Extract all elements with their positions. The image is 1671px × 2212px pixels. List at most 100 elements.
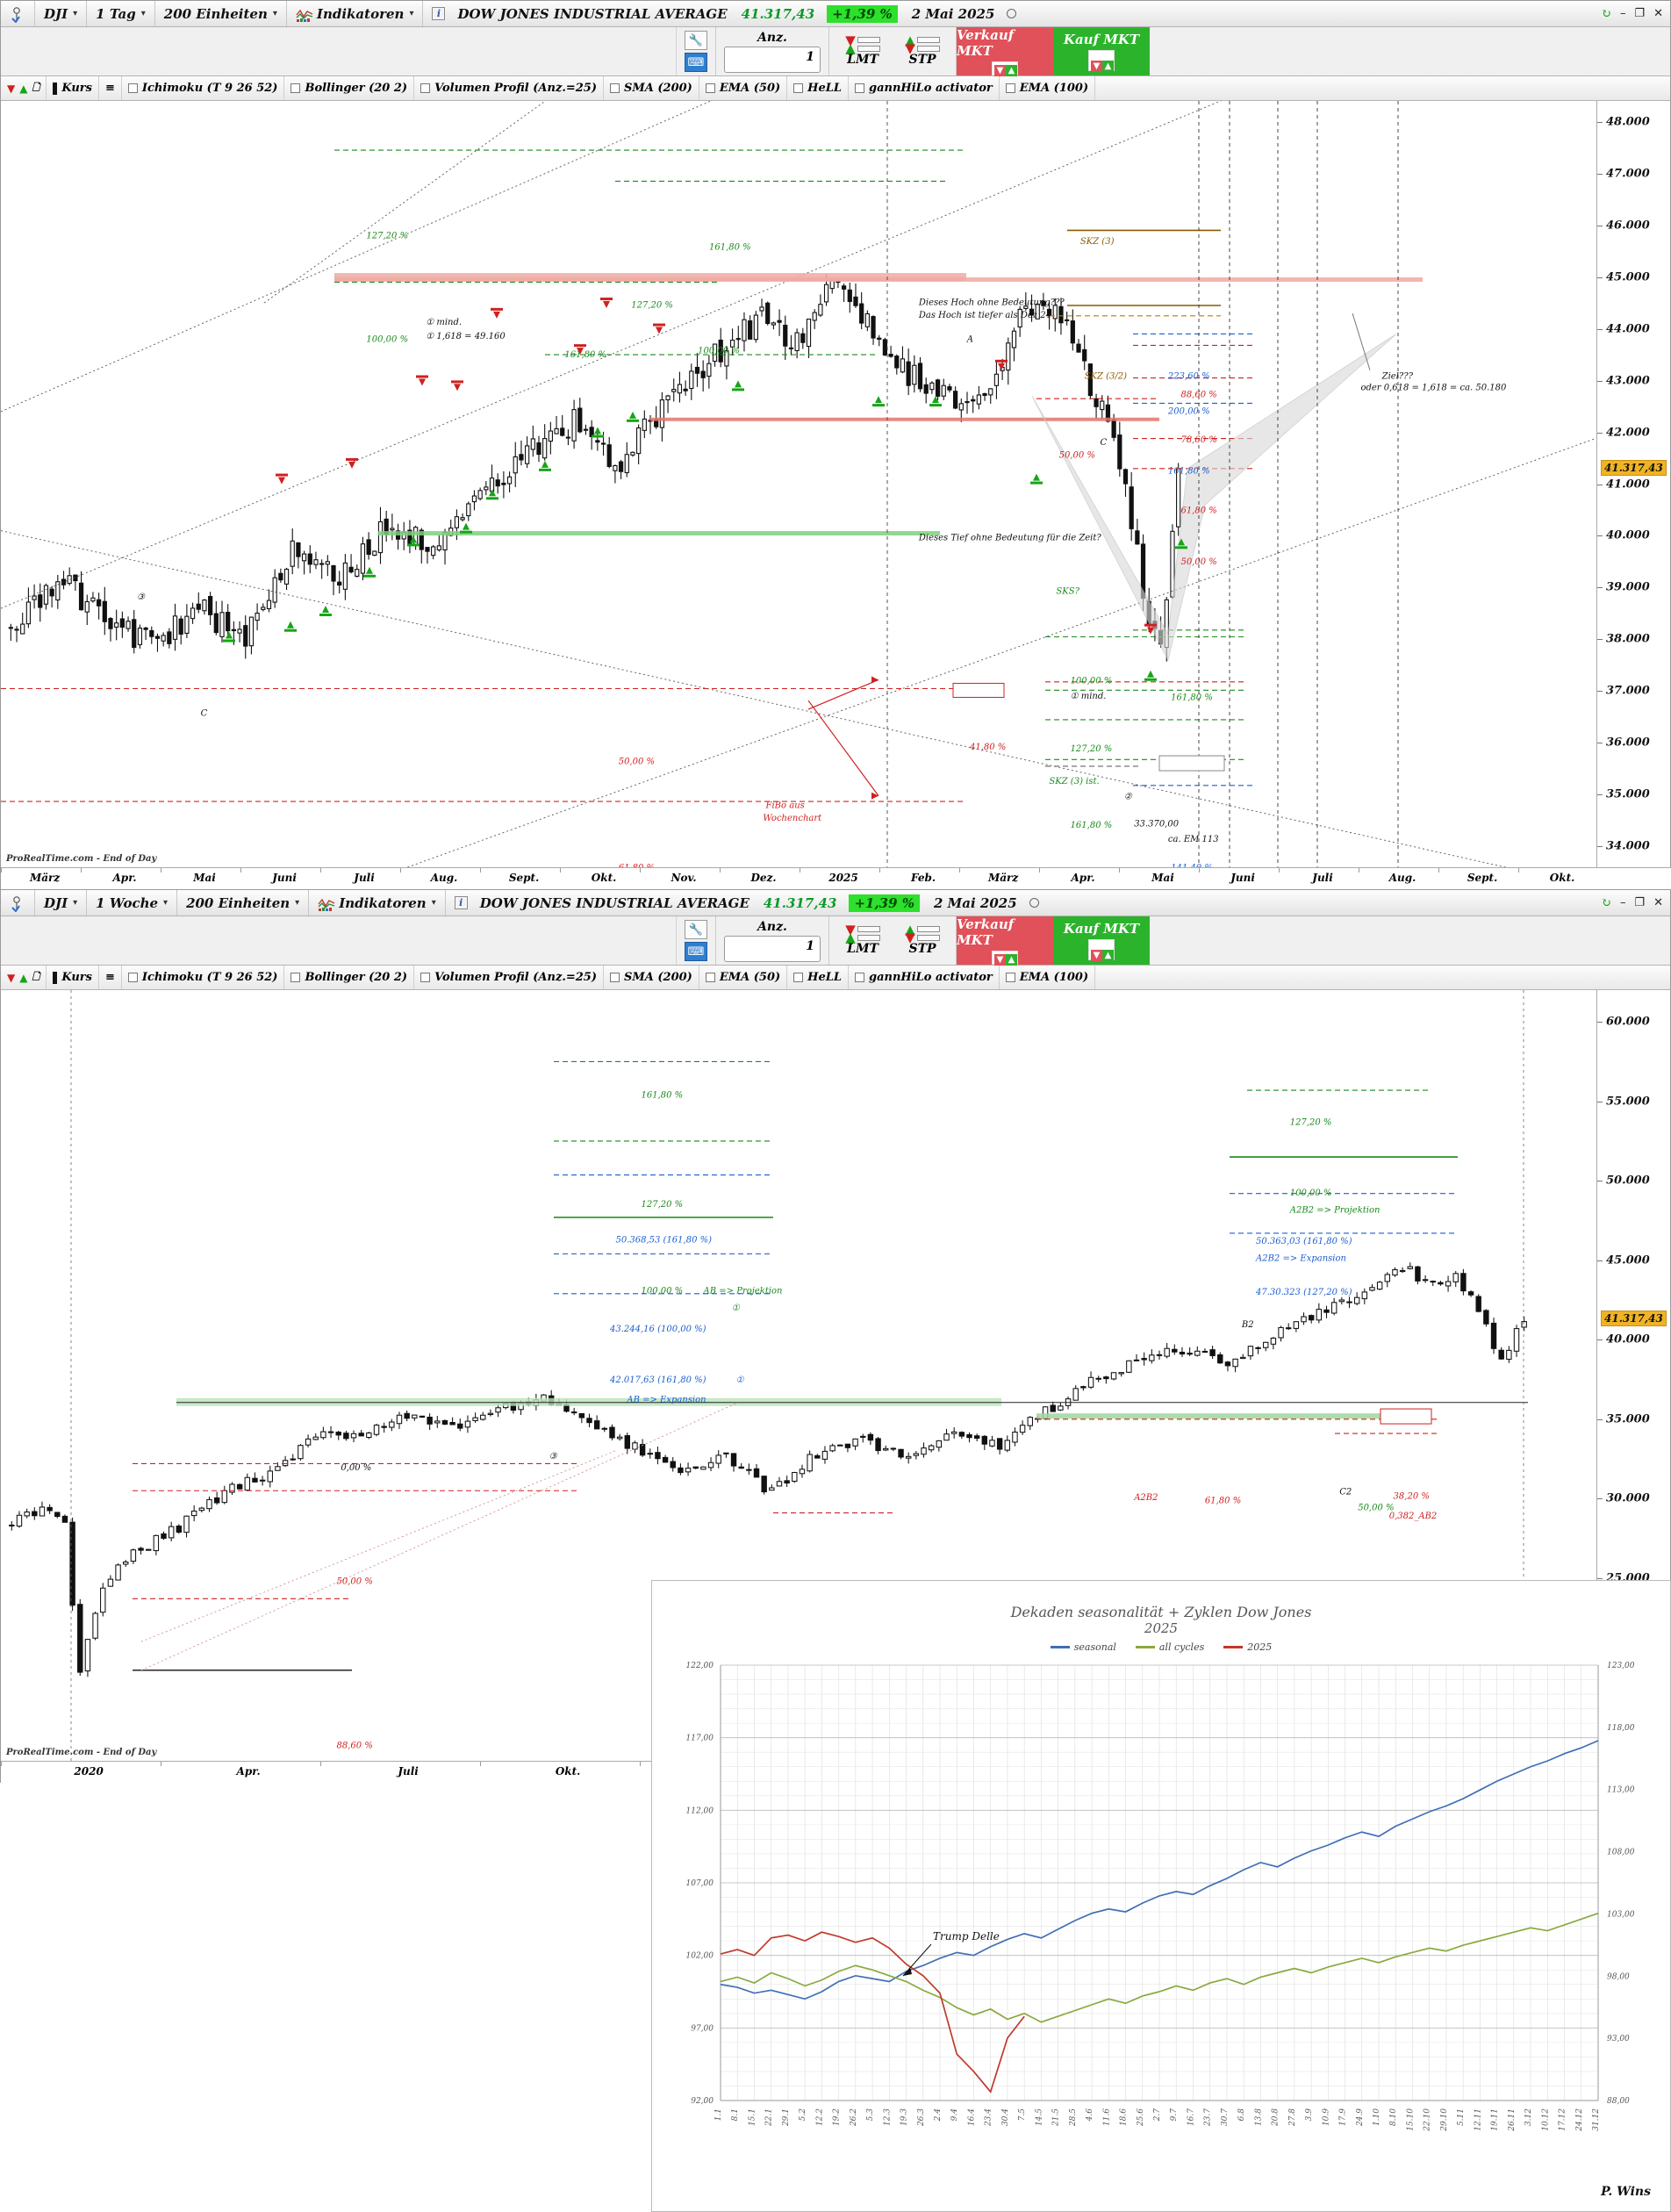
- keyboard-icon[interactable]: ⌨: [685, 53, 707, 72]
- quantity-input[interactable]: 1: [724, 46, 821, 73]
- symbol-selector[interactable]: DJI ▾: [35, 1, 88, 26]
- list-button[interactable]: ≡: [99, 76, 122, 100]
- buy-marker: [319, 606, 332, 617]
- minimize-button[interactable]: –: [1619, 7, 1626, 20]
- restore-button[interactable]: ❐: [1634, 896, 1646, 909]
- price-tick: 37.000: [1606, 684, 1650, 698]
- arrow-down-icon[interactable]: ▼: [7, 82, 16, 95]
- stop-label: STP: [908, 52, 936, 67]
- symbol-selector[interactable]: DJI ▾: [35, 890, 88, 916]
- y-tick-right: 88,00: [1607, 2097, 1630, 2106]
- seasonality-legend: seasonal all cycles 2025: [652, 1641, 1670, 1653]
- stop-order-button[interactable]: ▲ ▼ STP: [897, 33, 948, 67]
- checkbox-icon[interactable]: [793, 83, 804, 93]
- price-axis-daily[interactable]: 48.000 47.000 46.000 45.000 44.000 43.000 42.0…: [1596, 101, 1670, 890]
- timeframe-selector[interactable]: 1 Tag ▾: [87, 1, 155, 26]
- instrument-info[interactable]: i DOW JONES INDUSTRIAL AVERAGE 41.317,43…: [446, 890, 1048, 916]
- date-tick-mark: [400, 868, 401, 873]
- chart-annotation: 127,20 %: [642, 1200, 684, 1210]
- instrument-info[interactable]: i DOW JONES INDUSTRIAL AVERAGE 41.317,43…: [423, 1, 1025, 26]
- checkbox-icon[interactable]: [610, 83, 620, 93]
- refresh-icon[interactable]: ↻: [1601, 6, 1611, 21]
- wrench-icon[interactable]: 🔧: [685, 920, 707, 939]
- sell-market-button[interactable]: Verkauf MKT ▼ ▲: [957, 916, 1053, 966]
- buy-market-button[interactable]: Kauf MKT ▼ ▲: [1053, 916, 1150, 965]
- indicator-volumen-profil[interactable]: Volumen Profil (Anz.=25): [414, 966, 604, 989]
- indicator-gannhilo[interactable]: gannHiLo activator: [849, 76, 1000, 100]
- indicator-ichimoku[interactable]: Ichimoku (T 9 26 52): [122, 76, 285, 100]
- indicator-volumen-profil[interactable]: Volumen Profil (Anz.=25): [414, 76, 604, 100]
- list-button[interactable]: ≡: [99, 966, 122, 989]
- indicator-ema50[interactable]: EMA (50): [699, 76, 788, 100]
- checkbox-icon[interactable]: [705, 83, 715, 93]
- units-selector[interactable]: 200 Einheiten ▾: [177, 890, 310, 916]
- checkbox-icon[interactable]: [420, 83, 431, 93]
- checkbox-icon[interactable]: [1005, 973, 1015, 982]
- indicator-ema100[interactable]: EMA (100): [1000, 966, 1096, 989]
- chart-annotation: C: [1100, 438, 1107, 448]
- checkbox-icon[interactable]: [290, 973, 301, 982]
- checkbox-icon[interactable]: [127, 973, 138, 982]
- checkbox-icon[interactable]: [855, 973, 864, 982]
- keyboard-icon[interactable]: ⌨: [685, 942, 707, 961]
- wrench-icon[interactable]: 🔧: [685, 31, 707, 50]
- pin-button[interactable]: [1, 1, 35, 26]
- indicator-sma[interactable]: SMA (200): [604, 966, 699, 989]
- chart-annotation: 100,00 %: [698, 346, 740, 356]
- stop-order-button[interactable]: ▲ ▼ STP: [897, 923, 948, 956]
- checkbox-icon[interactable]: [420, 973, 431, 982]
- restore-button[interactable]: ❐: [1634, 7, 1646, 20]
- checkbox-icon[interactable]: [855, 83, 864, 93]
- chevron-down-icon: ▾: [431, 898, 436, 908]
- units-selector[interactable]: 200 Einheiten ▾: [155, 1, 287, 26]
- pin-button[interactable]: [1, 890, 35, 916]
- indicator-bollinger[interactable]: Bollinger (20 2): [284, 966, 415, 989]
- checkbox-icon[interactable]: [610, 973, 620, 982]
- refresh-icon[interactable]: ↻: [1601, 895, 1611, 910]
- x-tick: 4.6: [1086, 2108, 1094, 2122]
- checkbox-icon[interactable]: [793, 973, 804, 982]
- timeframe-selector[interactable]: 1 Woche ▾: [87, 890, 178, 916]
- price-indicator[interactable]: Kurs: [47, 76, 99, 100]
- copy-icon[interactable]: 🗋: [32, 971, 40, 982]
- arrow-up-icon[interactable]: ▲: [19, 971, 28, 984]
- close-button[interactable]: ✕: [1653, 7, 1663, 20]
- limit-order-button[interactable]: ▼ ▲ LMT: [845, 921, 880, 956]
- date-axis-daily[interactable]: März Apr. Mai Juni Juli Aug. Sept. Okt. Nov. Dez.…: [1, 867, 1671, 890]
- indicator-arrows[interactable]: ▼ ▲ 🗋: [1, 76, 47, 100]
- checkbox-icon[interactable]: [127, 83, 138, 93]
- indicator-sma[interactable]: SMA (200): [604, 76, 699, 100]
- indicators-button[interactable]: Indikatoren ▾: [287, 1, 424, 26]
- signature: P. Wins: [1601, 2185, 1651, 2199]
- indicator-ichimoku[interactable]: Ichimoku (T 9 26 52): [122, 966, 285, 989]
- indicator-label: Bollinger (20 2): [305, 82, 408, 95]
- quantity-input[interactable]: 1: [724, 935, 821, 962]
- indicator-gannhilo[interactable]: gannHiLo activator: [849, 966, 1000, 989]
- limit-order-button[interactable]: ▼ ▲ LMT: [845, 32, 880, 67]
- last-price: 41.317,43: [741, 5, 815, 22]
- indicators-button[interactable]: Indikatoren ▾: [309, 890, 446, 916]
- checkbox-icon[interactable]: [1005, 83, 1015, 93]
- x-tick: 28.5: [1069, 2108, 1078, 2127]
- price-tick: 40.000: [1606, 1332, 1650, 1347]
- copy-icon[interactable]: 🗋: [32, 82, 40, 93]
- minimize-button[interactable]: –: [1619, 896, 1626, 909]
- info-icon[interactable]: i: [454, 896, 468, 909]
- indicator-hell[interactable]: HeLL: [787, 76, 849, 100]
- buy-market-button[interactable]: Kauf MKT ▼ ▲: [1053, 27, 1150, 75]
- sell-market-button[interactable]: Verkauf MKT ▼ ▲: [957, 27, 1053, 76]
- indicator-bollinger[interactable]: Bollinger (20 2): [284, 76, 415, 100]
- indicator-ema50[interactable]: EMA (50): [699, 966, 788, 989]
- indicator-arrows[interactable]: ▼ ▲ 🗋: [1, 966, 47, 989]
- info-icon[interactable]: i: [432, 7, 446, 20]
- indicator-ema100[interactable]: EMA (100): [1000, 76, 1096, 100]
- indicator-hell[interactable]: HeLL: [787, 966, 849, 989]
- chart-annotation: A2B2 => Expansion: [1255, 1253, 1346, 1263]
- arrow-up-icon[interactable]: ▲: [19, 82, 28, 95]
- close-button[interactable]: ✕: [1653, 896, 1663, 909]
- price-indicator[interactable]: Kurs: [47, 966, 99, 989]
- checkbox-icon[interactable]: [290, 83, 301, 93]
- arrow-down-icon[interactable]: ▼: [7, 971, 16, 984]
- checkbox-icon[interactable]: [705, 973, 715, 982]
